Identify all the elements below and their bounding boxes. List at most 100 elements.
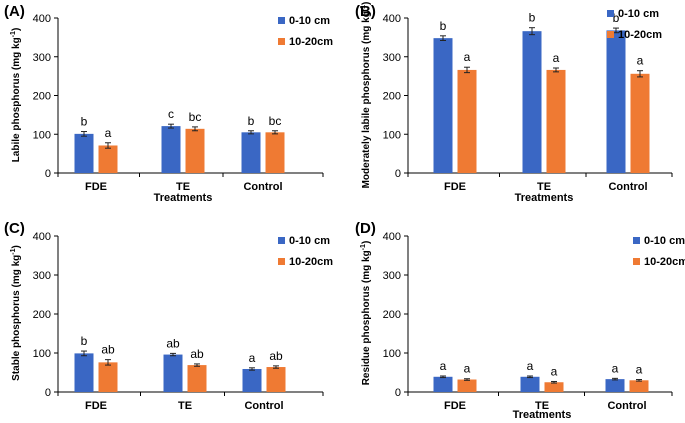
x-tick-label: FDE xyxy=(85,181,107,193)
y-tick-label: 400 xyxy=(33,231,51,243)
x-tick-label: FDE xyxy=(444,181,466,193)
significance-letter: ab xyxy=(269,349,283,363)
x-tick-label: FDE xyxy=(85,400,107,412)
significance-letter: a xyxy=(249,351,256,365)
significance-letter: b xyxy=(81,334,88,348)
bar xyxy=(433,376,453,392)
bar xyxy=(605,379,625,392)
y-tick-label: 0 xyxy=(45,168,51,180)
bar xyxy=(520,376,540,392)
y-tick-label: 300 xyxy=(383,52,401,64)
significance-letter: a xyxy=(553,51,560,65)
legend-swatch xyxy=(278,237,285,244)
bar xyxy=(265,132,285,173)
y-tick-label: 300 xyxy=(33,52,51,64)
significance-letter: ab xyxy=(190,347,204,361)
x-tick-label: TE xyxy=(176,181,190,193)
legend-label: 10-20cm xyxy=(289,36,333,48)
significance-letter: ab xyxy=(166,336,180,350)
bar xyxy=(546,69,566,173)
y-axis-title-main: Labile phosphorus (mg kg xyxy=(11,37,22,162)
significance-letter: b xyxy=(613,11,620,25)
legend-label: 10-20cm xyxy=(618,29,662,41)
bar xyxy=(185,128,205,173)
significance-letter: a xyxy=(636,363,643,377)
legend-swatch xyxy=(607,10,614,17)
y-tick-label: 200 xyxy=(33,309,51,321)
chart-panel-4: (D) 0 100 200 300 400 Residue phosphorus (mg k… xyxy=(355,220,685,421)
significance-letter: a xyxy=(527,359,534,373)
bar xyxy=(457,69,477,173)
y-tick-label: 200 xyxy=(383,91,401,103)
x-axis-title: Treatments xyxy=(513,409,572,421)
chart-panel-3: (C) 0 100 200 300 400 Stable phosphorus (mg kg… xyxy=(4,220,333,412)
legend-swatch xyxy=(278,258,285,265)
x-tick-label: TE xyxy=(178,400,192,412)
y-axis-title-close: ) xyxy=(11,245,22,248)
panel-label: (C) xyxy=(4,220,25,237)
x-axis-title: Treatments xyxy=(515,192,574,204)
bar xyxy=(98,362,118,392)
x-tick-label: Control xyxy=(244,400,283,412)
y-axis-title-close: ) xyxy=(361,2,372,5)
legend-swatch xyxy=(633,237,640,244)
bar xyxy=(74,133,94,173)
panel-label: (A) xyxy=(4,3,25,20)
y-axis-title-sup: -1 xyxy=(10,31,17,37)
significance-letter: bc xyxy=(189,110,202,124)
y-axis-title: Labile phosphorus (mg kg-1) xyxy=(10,28,22,163)
significance-letter: a xyxy=(612,361,619,375)
bar xyxy=(629,380,649,392)
y-tick-label: 0 xyxy=(45,387,51,399)
x-tick-label: FDE xyxy=(444,400,466,412)
y-axis-title: Stable phosphorus (mg kg-1) xyxy=(10,245,22,381)
legend-label: 0-10 cm xyxy=(289,15,330,27)
x-tick-label: TE xyxy=(535,400,549,412)
significance-letter: c xyxy=(168,107,174,121)
y-tick-label: 0 xyxy=(395,387,401,399)
legend-label: 0-10 cm xyxy=(618,8,659,20)
bar xyxy=(74,353,94,392)
legend-label: 0-10 cm xyxy=(644,235,685,247)
y-axis-title: Residue phosphorus (mg kg-1) xyxy=(360,241,372,386)
legend-swatch xyxy=(278,17,285,24)
y-axis-title-close: ) xyxy=(11,28,22,31)
significance-letter: b xyxy=(248,114,255,128)
x-tick-label: Control xyxy=(608,181,647,193)
significance-letter: ab xyxy=(101,343,115,357)
y-tick-label: 0 xyxy=(395,168,401,180)
bar xyxy=(242,368,262,392)
y-tick-label: 200 xyxy=(383,309,401,321)
x-tick-label: Control xyxy=(243,181,282,193)
significance-letter: a xyxy=(464,362,471,376)
y-tick-label: 100 xyxy=(383,129,401,141)
legend-swatch xyxy=(278,38,285,45)
significance-letter: a xyxy=(440,359,447,373)
significance-letter: b xyxy=(440,19,447,33)
y-tick-label: 300 xyxy=(383,270,401,282)
x-tick-label: TE xyxy=(537,181,551,193)
bar xyxy=(606,30,626,174)
y-axis-title: Moderately labile phosphorus (mg kg-1) xyxy=(360,2,372,189)
x-axis-title: Treatments xyxy=(154,192,213,204)
significance-letter: bc xyxy=(269,114,282,128)
y-tick-label: 100 xyxy=(33,129,51,141)
y-axis-title-main: Stable phosphorus (mg kg xyxy=(11,255,22,381)
y-axis-title-main: Residue phosphorus (mg kg xyxy=(361,250,372,385)
y-tick-label: 400 xyxy=(33,13,51,25)
legend-label: 0-10 cm xyxy=(289,235,330,247)
y-axis-title-sup: -1 xyxy=(10,248,17,254)
significance-letter: a xyxy=(637,54,644,68)
y-axis-title-sup: -1 xyxy=(360,5,367,11)
significance-letter: b xyxy=(81,115,88,129)
bar xyxy=(433,38,453,174)
y-axis-title-close: ) xyxy=(361,241,372,244)
chart-panel-2: (B) 0 100 200 300 400 Moderately labile phosph… xyxy=(355,2,673,204)
y-tick-label: 100 xyxy=(383,348,401,360)
panel-label: (D) xyxy=(355,220,376,237)
significance-letter: a xyxy=(551,364,558,378)
panel-label: (B) xyxy=(355,3,376,20)
bar xyxy=(630,73,650,173)
bar xyxy=(522,31,542,173)
